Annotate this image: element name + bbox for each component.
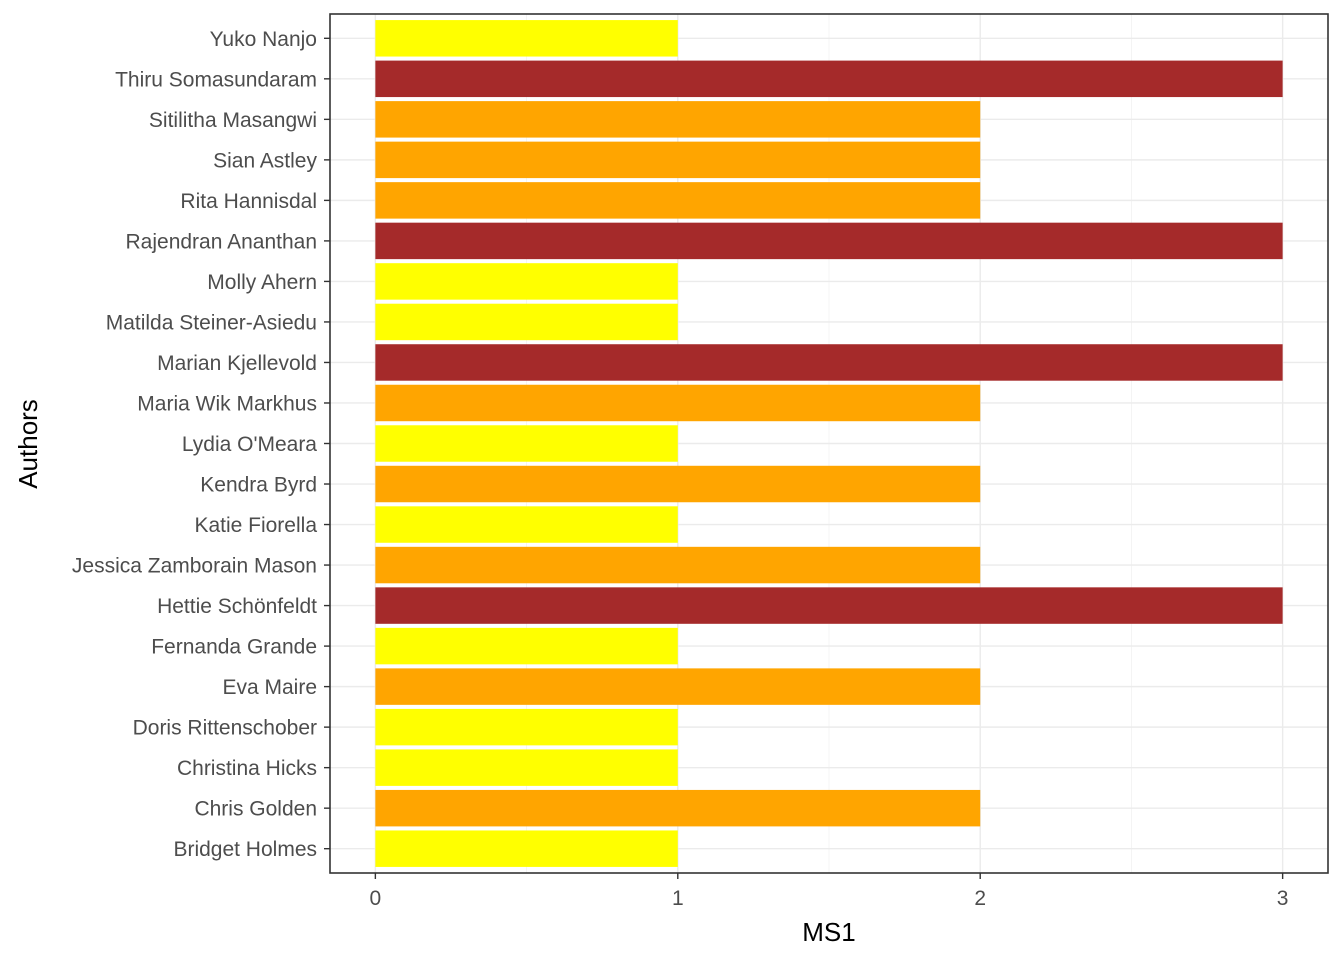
bar xyxy=(375,830,678,867)
y-tick-label: Christina Hicks xyxy=(177,757,317,780)
bar xyxy=(375,141,981,179)
x-tick-label: 0 xyxy=(370,887,382,910)
bar xyxy=(375,627,678,665)
x-axis: 0 1 2 3 xyxy=(370,873,1289,910)
y-axis-title: Authors xyxy=(13,399,43,489)
bar xyxy=(375,182,981,219)
y-tick-label: Doris Rittenschober xyxy=(133,717,317,740)
y-tick-label: Rajendran Ananthan xyxy=(126,230,318,253)
bar xyxy=(375,749,678,786)
y-tick-label: Sitilitha Masangwi xyxy=(149,109,317,132)
bar xyxy=(375,546,981,584)
y-tick-label: Hettie Schönfeldt xyxy=(157,595,317,618)
bar xyxy=(375,384,981,422)
y-tick-label: Sian Astley xyxy=(213,149,317,172)
y-axis: Bridget Holmes Chris Golden Christina Hick… xyxy=(72,28,330,861)
y-tick-label: Eva Maire xyxy=(222,676,317,699)
y-tick-label: Marian Kjellevold xyxy=(157,352,317,375)
y-tick-label: Kendra Byrd xyxy=(200,474,317,497)
bar xyxy=(375,506,678,543)
y-tick-label: Matilda Steiner-Asiedu xyxy=(106,311,317,334)
x-tick-label: 2 xyxy=(974,887,986,910)
bar xyxy=(375,20,678,57)
y-tick-label: Katie Fiorella xyxy=(194,514,317,537)
bar xyxy=(375,222,1283,260)
bar xyxy=(375,708,678,746)
y-tick-label: Lydia O'Meara xyxy=(182,433,317,456)
bar xyxy=(375,668,981,705)
bar xyxy=(375,789,981,827)
y-tick-label: Molly Ahern xyxy=(207,271,317,294)
bar xyxy=(375,587,1283,624)
y-tick-label: Bridget Holmes xyxy=(173,838,317,861)
bars xyxy=(375,20,1283,867)
x-axis-title: MS1 xyxy=(802,917,855,947)
x-tick-label: 1 xyxy=(672,887,684,910)
bar xyxy=(375,263,678,300)
y-tick-label: Rita Hannisdal xyxy=(180,190,317,213)
bar xyxy=(375,60,1283,98)
bar xyxy=(375,101,981,138)
y-tick-label: Jessica Zamborain Mason xyxy=(72,555,317,578)
bar xyxy=(375,344,1283,381)
bar xyxy=(375,465,981,503)
y-tick-label: Maria Wik Markhus xyxy=(137,392,317,415)
y-tick-label: Fernanda Grande xyxy=(151,636,317,659)
y-tick-label: Thiru Somasundaram xyxy=(115,68,317,91)
y-tick-label: Yuko Nanjo xyxy=(210,28,317,51)
x-tick-label: 3 xyxy=(1277,887,1289,910)
bar xyxy=(375,303,678,341)
y-tick-label: Chris Golden xyxy=(194,798,317,821)
bar xyxy=(375,425,678,462)
